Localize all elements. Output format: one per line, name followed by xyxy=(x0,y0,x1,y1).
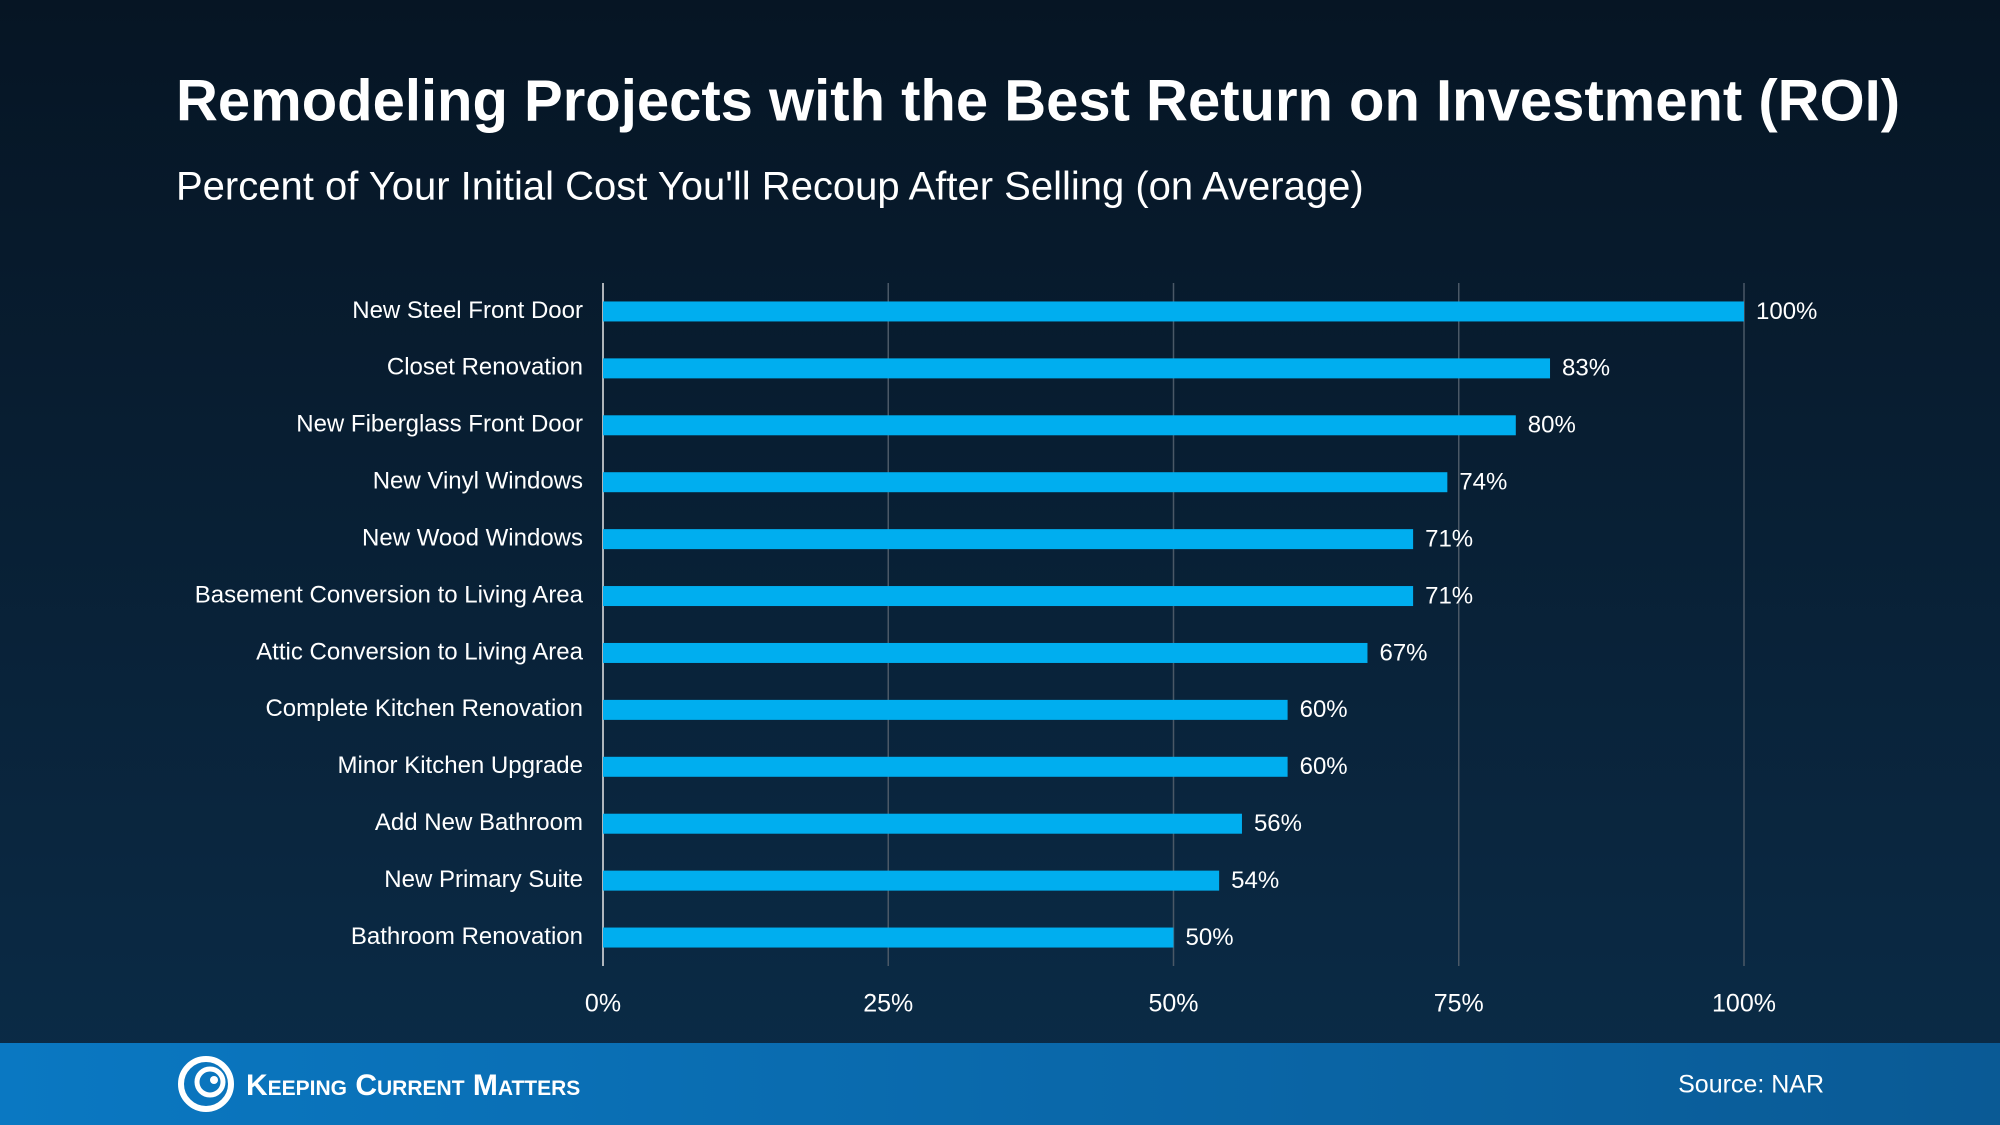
x-tick-label: 25% xyxy=(863,990,913,1018)
bar xyxy=(603,415,1516,436)
value-label: 83% xyxy=(1562,355,1610,382)
bar xyxy=(603,301,1744,322)
value-label: 50% xyxy=(1186,924,1234,951)
bar xyxy=(603,813,1242,834)
x-tick-label: 50% xyxy=(1148,990,1198,1018)
value-label: 54% xyxy=(1231,867,1279,894)
value-label: 74% xyxy=(1459,469,1507,496)
bar xyxy=(603,870,1220,891)
source: Source: NAR xyxy=(1678,1071,1824,1099)
y-tick-label: Complete Kitchen Renovation xyxy=(265,695,583,722)
y-tick-label: New Fiberglass Front Door xyxy=(296,411,583,438)
y-tick-label: Attic Conversion to Living Area xyxy=(256,638,583,665)
value-label: 71% xyxy=(1425,525,1473,552)
bar xyxy=(603,586,1414,607)
y-tick-label: New Steel Front Door xyxy=(352,297,583,324)
y-tick-label: Basement Conversion to Living Area xyxy=(195,581,584,608)
footer-band xyxy=(0,1043,2000,1125)
bar xyxy=(603,927,1174,948)
brand-name: Keeping Current Matters xyxy=(246,1069,580,1102)
value-label: 56% xyxy=(1254,810,1302,837)
value-label: 67% xyxy=(1379,639,1427,666)
bar xyxy=(603,642,1368,663)
x-tick-label: 100% xyxy=(1712,990,1776,1018)
y-tick-label: Minor Kitchen Upgrade xyxy=(338,752,583,779)
bar xyxy=(603,358,1551,379)
y-tick-label: New Wood Windows xyxy=(362,524,583,551)
value-label: 60% xyxy=(1300,753,1348,780)
y-tick-label: Add New Bathroom xyxy=(375,809,583,836)
chart-subtitle: Percent of Your Initial Cost You'll Reco… xyxy=(176,165,1364,209)
value-label: 80% xyxy=(1528,412,1576,439)
x-tick-label: 0% xyxy=(585,990,621,1018)
bar xyxy=(603,472,1448,493)
bar xyxy=(603,756,1288,777)
brand-logo xyxy=(178,1056,234,1112)
y-tick-label: Closet Renovation xyxy=(387,354,583,381)
chart-title: Remodeling Projects with the Best Return… xyxy=(176,68,1900,133)
y-tick-label: New Vinyl Windows xyxy=(373,468,583,495)
value-label: 71% xyxy=(1425,582,1473,609)
value-label: 100% xyxy=(1756,298,1817,325)
y-tick-label: Bathroom Renovation xyxy=(351,923,583,950)
y-tick-label: New Primary Suite xyxy=(384,866,583,893)
bar xyxy=(603,699,1288,720)
bar xyxy=(603,529,1414,550)
value-label: 60% xyxy=(1300,696,1348,723)
x-tick-label: 75% xyxy=(1434,990,1484,1018)
